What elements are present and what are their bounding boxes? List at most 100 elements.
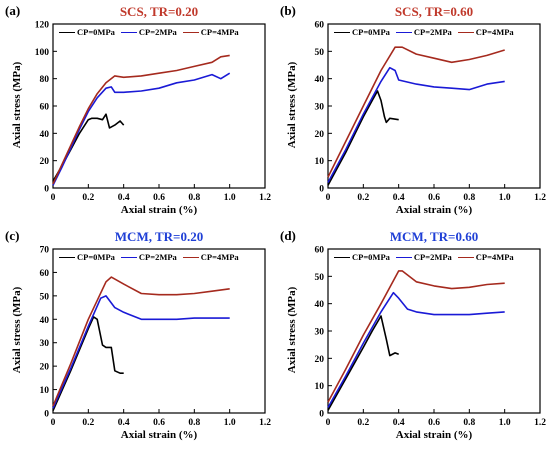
plot-frame [52, 23, 266, 189]
y-tick-label: 30 [315, 103, 325, 113]
legend-swatch [457, 256, 474, 258]
panel-d: 0 0.2 0.4 0.6 0.8 1.0 1.2 0 10 20 30 40 50 60 (d) MCM, … [275, 225, 550, 450]
y-tick-label: 60 [40, 269, 50, 279]
plot-frame [327, 248, 541, 414]
series-line-cp-2mpa [52, 295, 230, 409]
series-line-cp-0mpa [327, 315, 399, 411]
legend-label: CP=4MPa [475, 252, 514, 262]
series-line-cp-4mpa [52, 276, 230, 407]
legend-item: CP=2MPa [120, 252, 177, 262]
chart-title: SCS, TR=0.20 [119, 4, 199, 19]
panel-letter: (d) [280, 228, 296, 243]
panel-letter: (b) [280, 3, 296, 18]
legend-label: CP=2MPa [138, 27, 177, 37]
x-axis-label: Axial strain (%) [120, 429, 198, 441]
y-tick-label: 30 [315, 328, 325, 338]
plot-frame [327, 23, 541, 189]
chart-title: MCM, TR=0.60 [389, 229, 479, 244]
chart-title: SCS, TR=0.60 [394, 4, 474, 19]
legend-swatch [457, 31, 474, 33]
y-tick-label: 60 [315, 246, 325, 256]
x-tick-label: 0.6 [153, 418, 165, 428]
legend-label: CP=2MPa [138, 252, 177, 262]
legend-item: CP=4MPa [457, 252, 514, 262]
x-tick-label: 0.4 [118, 193, 130, 203]
legend-label: CP=0MPa [77, 27, 115, 37]
x-tick-label: 1.0 [224, 193, 236, 203]
legend-item: CP=0MPa [59, 27, 115, 37]
y-tick-label: 20 [40, 363, 50, 373]
panel-b: 0 0.2 0.4 0.6 0.8 1.0 1.2 0 10 20 30 40 50 60 (b) SCS, … [275, 0, 550, 225]
legend-swatch [334, 256, 350, 258]
x-tick-label: 1.0 [499, 193, 511, 203]
y-tick-label: 20 [40, 157, 50, 167]
x-axis-label: Axial strain (%) [120, 204, 198, 216]
legend: CP=0MPa CP=2MPa CP=4MPa [59, 252, 239, 262]
x-tick-label: 0 [326, 418, 331, 428]
x-tick-label: 0.6 [153, 193, 165, 203]
y-axis-label: Axial stress (MPa) [11, 286, 23, 374]
panel-letter: (c) [5, 228, 20, 243]
x-tick-label: 0.2 [357, 418, 369, 428]
y-tick-label: 80 [40, 75, 50, 85]
legend-label: CP=0MPa [352, 27, 390, 37]
y-tick-label: 120 [35, 21, 50, 31]
y-tick-label: 10 [315, 157, 325, 167]
legend-swatch [59, 31, 75, 33]
chart-title: MCM, TR=0.20 [114, 229, 204, 244]
y-tick-label: 0 [44, 185, 49, 195]
y-tick-label: 30 [40, 339, 50, 349]
x-tick-label: 1.2 [534, 418, 546, 428]
y-tick-label: 0 [319, 185, 324, 195]
y-tick-label: 10 [315, 382, 325, 392]
series-line-cp-2mpa [52, 72, 231, 186]
legend-item: CP=2MPa [395, 27, 452, 37]
x-tick-label: 0 [326, 193, 331, 203]
x-tick-label: 0.4 [393, 418, 405, 428]
x-tick-label: 0.8 [463, 418, 475, 428]
y-tick-label: 20 [315, 130, 325, 140]
y-tick-label: 50 [40, 292, 50, 302]
plot-frame [52, 248, 266, 414]
x-tick-label: 1.0 [499, 418, 511, 428]
chart-svg: 0 0.2 0.4 0.6 0.8 1.0 1.2 0 10 20 30 40 50 60 70 [40, 246, 272, 429]
y-tick-label: 40 [40, 130, 50, 140]
y-tick-label: 40 [40, 316, 50, 326]
series-line-cp-0mpa [327, 90, 399, 186]
series-line-cp-4mpa [327, 46, 505, 178]
y-tick-label: 0 [319, 410, 324, 420]
x-tick-label: 1.0 [224, 418, 236, 428]
y-tick-label: 10 [40, 386, 50, 396]
panel-c: 0 0.2 0.4 0.6 0.8 1.0 1.2 0 10 20 30 40 50 60 70 (c) MCM… [0, 225, 275, 450]
chart-svg: 0 0.2 0.4 0.6 0.8 1.0 1.2 0 10 20 30 40 50 60 [315, 246, 547, 429]
legend-item: CP=2MPa [120, 27, 177, 37]
y-tick-label: 60 [40, 103, 50, 113]
x-tick-label: 1.2 [259, 418, 271, 428]
x-tick-label: 0.2 [82, 418, 94, 428]
x-tick-label: 0.8 [188, 193, 200, 203]
series-line-cp-4mpa [52, 54, 230, 185]
legend-label: CP=0MPa [77, 252, 115, 262]
chart-svg: 0 0.2 0.4 0.6 0.8 1.0 1.2 0 10 20 30 40 50 60 [315, 21, 547, 204]
y-axis-label: Axial stress (MPa) [11, 61, 23, 149]
y-tick-label: 20 [315, 355, 325, 365]
y-tick-label: 70 [40, 246, 50, 256]
legend-item: CP=4MPa [457, 27, 514, 37]
y-tick-label: 100 [35, 48, 50, 58]
x-axis-label: Axial strain (%) [395, 204, 473, 216]
x-tick-label: 0 [51, 193, 56, 203]
legend-item: CP=0MPa [334, 27, 390, 37]
series-line-cp-0mpa [52, 316, 124, 412]
y-tick-label: 40 [315, 300, 325, 310]
x-tick-label: 0.2 [82, 193, 94, 203]
y-axis-label: Axial stress (MPa) [286, 61, 298, 149]
legend-label: CP=2MPa [413, 252, 452, 262]
y-tick-label: 50 [315, 273, 325, 283]
x-tick-label: 0.6 [428, 418, 440, 428]
legend-item: CP=0MPa [334, 252, 390, 262]
panel-a: 0 0.2 0.4 0.6 0.8 1.0 1.2 0 20 40 60 80 100 120 (a) SCS… [0, 0, 275, 225]
legend-label: CP=0MPa [352, 252, 390, 262]
legend-swatch [120, 31, 137, 33]
legend-swatch [334, 31, 350, 33]
